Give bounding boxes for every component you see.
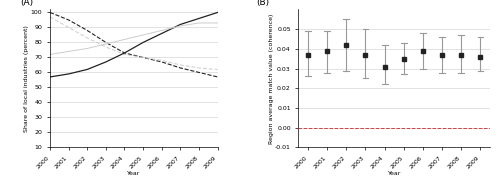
Text: (B): (B) — [256, 0, 270, 7]
X-axis label: Year: Year — [127, 171, 140, 176]
X-axis label: Year: Year — [388, 171, 401, 176]
Y-axis label: Region average match value (coherence): Region average match value (coherence) — [268, 13, 274, 144]
Y-axis label: Share of local industries (percent): Share of local industries (percent) — [24, 25, 29, 132]
Text: (A): (A) — [20, 0, 33, 7]
